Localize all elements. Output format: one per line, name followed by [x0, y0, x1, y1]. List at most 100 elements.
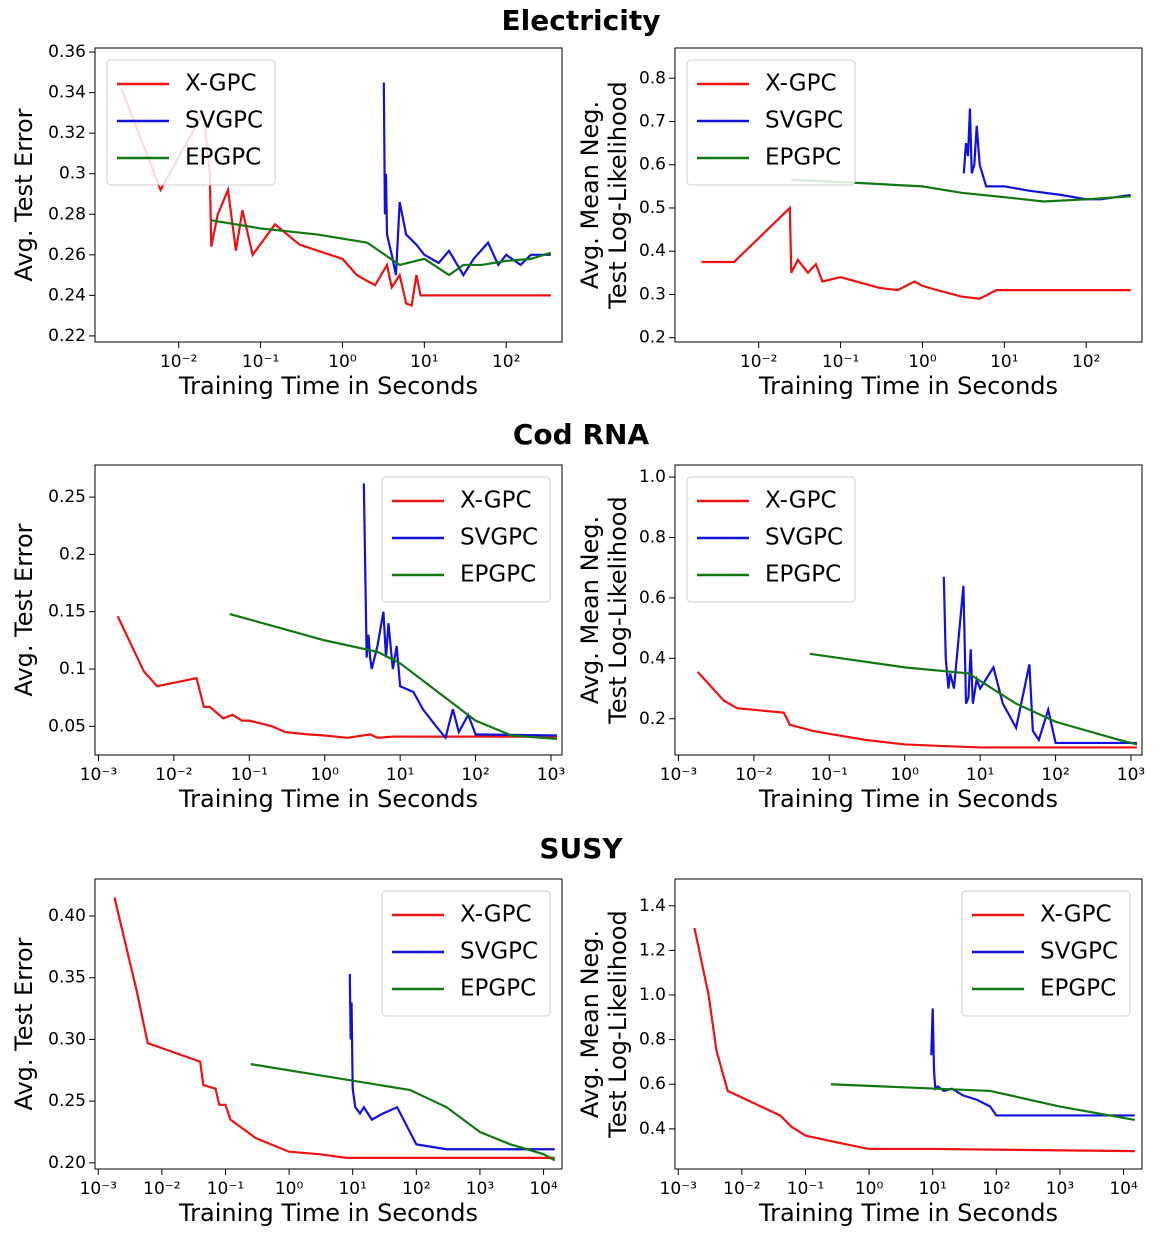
y-tick-label: 0.25 [48, 487, 86, 507]
legend-label: X-GPC [765, 71, 837, 97]
legend-label: SVGPC [765, 525, 843, 551]
subplot: 10⁻³ 10⁻² 10⁻¹ 10⁰ 10¹ 10² 10³ 10⁴ 0.20 0.25 0.30 0… [10, 878, 563, 1227]
x-tick-label: 10³ [537, 765, 565, 785]
y-tick-label: 1.2 [639, 940, 666, 960]
legend-box [961, 890, 1131, 1017]
y-tick-label: 0.15 [48, 602, 86, 622]
series-line [113, 897, 555, 1159]
legend-box [106, 59, 276, 186]
legend-box [686, 59, 856, 186]
legend-label: SVGPC [460, 939, 538, 965]
subplot: 10⁻² 10⁻¹ 10⁰ 10¹ 10² 0.22 0.24 0.26 0.28 0.3 0.32… [10, 42, 563, 400]
x-tick-label: 10⁻² [735, 765, 772, 785]
x-tick-label: 10² [492, 352, 520, 372]
legend-label: X-GPC [460, 488, 532, 514]
axes-frame [94, 878, 563, 1170]
axes-frame [674, 878, 1143, 1170]
y-tick-label: 0.35 [48, 968, 86, 988]
y-tick-label: 0.8 [639, 1030, 666, 1050]
axes-frame [94, 464, 563, 756]
y-tick-label: 0.4 [639, 241, 666, 261]
x-axis-label: Training Time in Seconds [178, 785, 478, 813]
legend-label: X-GPC [1040, 902, 1112, 928]
y-axis-label: Avg. Test Error [10, 937, 38, 1110]
y-axis-label: Avg. Mean Neg. [576, 101, 604, 289]
x-tick-label: 10² [1041, 765, 1069, 785]
series-line [120, 88, 551, 308]
x-tick-label: 10² [402, 1179, 430, 1199]
legend-label: SVGPC [765, 108, 843, 134]
y-axis-label: Avg. Mean Neg. [576, 516, 604, 704]
x-tick-label: 10⁻³ [80, 1179, 117, 1199]
y-tick-label: 0.26 [48, 245, 86, 265]
legend-label: EPGPC [460, 976, 536, 1002]
legend-label: EPGPC [185, 145, 261, 171]
x-tick-label: 10⁻² [723, 1179, 760, 1199]
x-tick-label: 10¹ [338, 1179, 366, 1199]
series-line [942, 576, 1137, 745]
x-tick-label: 10⁻¹ [787, 1179, 824, 1199]
series-line [962, 108, 1131, 201]
subplot: 10⁻³ 10⁻² 10⁻¹ 10⁰ 10¹ 10² 10³ 0.05 0.1 0.15 0.2 0.… [10, 464, 565, 813]
x-tick-label: 10³ [1046, 1179, 1074, 1199]
x-tick-label: 10⁻² [155, 765, 192, 785]
y-tick-label: 0.2 [639, 709, 666, 729]
y-tick-label: 0.4 [639, 648, 666, 668]
series-line [362, 483, 557, 741]
series-line [382, 82, 551, 278]
y-axis-label: Test Log-Likelihood [604, 81, 632, 309]
subplot: 10⁻³ 10⁻² 10⁻¹ 10⁰ 10¹ 10² 10³ 10⁴ 0.4 0.6 0.8 1.0 1… [576, 878, 1143, 1227]
x-tick-label: 10⁻² [160, 352, 197, 372]
x-tick-label: 10⁰ [310, 765, 339, 785]
legend-label: EPGPC [765, 562, 841, 588]
x-tick-label: 10⁻³ [80, 765, 117, 785]
x-tick-label: 10⁻³ [660, 1179, 697, 1199]
series-line [830, 1083, 1135, 1122]
y-tick-label: 0.22 [48, 326, 86, 346]
legend-label: SVGPC [185, 108, 263, 134]
series-line [809, 652, 1138, 746]
x-tick-label: 10² [982, 1179, 1010, 1199]
y-tick-label: 0.20 [48, 1153, 86, 1173]
legend-label: EPGPC [1040, 976, 1116, 1002]
axes-frame [674, 47, 1143, 343]
y-tick-label: 0.8 [639, 68, 666, 88]
x-tick-label: 10¹ [386, 765, 414, 785]
x-tick-label: 10⁻² [740, 352, 777, 372]
series-line [701, 205, 1131, 300]
legend-label: X-GPC [460, 902, 532, 928]
x-tick-label: 10³ [1117, 765, 1145, 785]
y-tick-label: 0.34 [48, 83, 86, 103]
x-tick-label: 10¹ [410, 352, 438, 372]
y-tick-label: 0.8 [639, 528, 666, 548]
y-tick-label: 0.6 [639, 1074, 666, 1094]
x-tick-label: 10¹ [966, 765, 994, 785]
x-tick-label: 10⁻¹ [231, 765, 268, 785]
y-tick-label: 0.36 [48, 42, 86, 62]
legend-label: X-GPC [765, 488, 837, 514]
legend-box [686, 476, 856, 603]
legend-label: X-GPC [185, 71, 257, 97]
series-line [116, 615, 557, 739]
y-axis-label: Test Log-Likelihood [604, 910, 632, 1138]
x-tick-label: 10⁻¹ [822, 352, 859, 372]
subplot: 10⁻³ 10⁻² 10⁻¹ 10⁰ 10¹ 10² 10³ 0.2 0.4 0.6 0.8 1.0 T… [576, 464, 1145, 813]
x-axis-label: Training Time in Seconds [178, 1199, 478, 1227]
y-axis-label: Avg. Test Error [10, 523, 38, 696]
x-tick-label: 10⁻³ [660, 765, 697, 785]
y-tick-label: 0.1 [59, 659, 86, 679]
y-tick-label: 1.4 [639, 896, 666, 916]
subplot: 10⁻² 10⁻¹ 10⁰ 10¹ 10² 0.2 0.3 0.4 0.5 0.6 0.7 0.8 Tr… [576, 47, 1143, 400]
axes-frame [674, 464, 1143, 756]
y-axis-label: Test Log-Likelihood [604, 496, 632, 724]
legend-label: SVGPC [1040, 939, 1118, 965]
y-axis-label: Avg. Test Error [10, 108, 38, 281]
y-tick-label: 0.3 [639, 284, 666, 304]
y-tick-label: 0.25 [48, 1091, 86, 1111]
x-axis-label: Training Time in Seconds [178, 372, 478, 400]
x-tick-label: 10² [461, 765, 489, 785]
y-tick-label: 1.0 [639, 467, 666, 487]
y-tick-label: 0.05 [48, 716, 86, 736]
legend-label: SVGPC [460, 525, 538, 551]
